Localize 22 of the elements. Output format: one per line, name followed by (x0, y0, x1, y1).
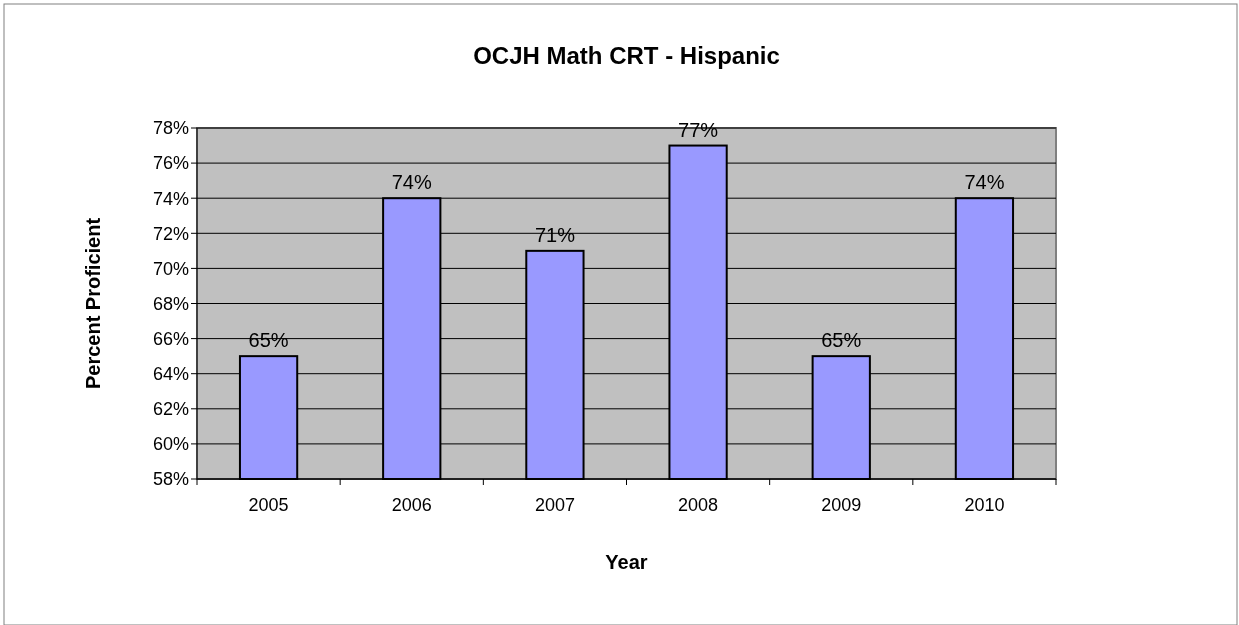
y-tick-label: 58% (152, 469, 189, 490)
y-tick-label: 78% (152, 118, 189, 139)
x-tick-label: 2005 (248, 495, 289, 515)
x-tick-label: 2009 (821, 495, 862, 515)
x-axis-title: Year (605, 551, 648, 573)
chart-title: OCJH Math CRT - Hispanic (473, 42, 780, 69)
y-tick-label: 60% (152, 434, 189, 455)
y-tick-label: 70% (152, 258, 189, 279)
y-tick-label: 74% (152, 188, 189, 209)
y-axis-title: Percent Proficient (82, 217, 104, 390)
x-tick-label: 2008 (678, 495, 719, 515)
y-tick-label: 68% (152, 293, 189, 314)
data-label: 74% (964, 171, 1005, 194)
x-tick-label: 2006 (391, 495, 432, 515)
data-label: 74% (391, 171, 432, 194)
y-tick-label: 64% (152, 364, 189, 384)
x-tick-label: 2010 (964, 495, 1005, 515)
x-tick-label: 2007 (534, 495, 575, 515)
y-tick-label: 66% (152, 328, 189, 349)
y-tick-label: 72% (152, 223, 189, 244)
y-tick-label: 76% (152, 153, 189, 174)
y-tick-label: 62% (152, 399, 189, 420)
